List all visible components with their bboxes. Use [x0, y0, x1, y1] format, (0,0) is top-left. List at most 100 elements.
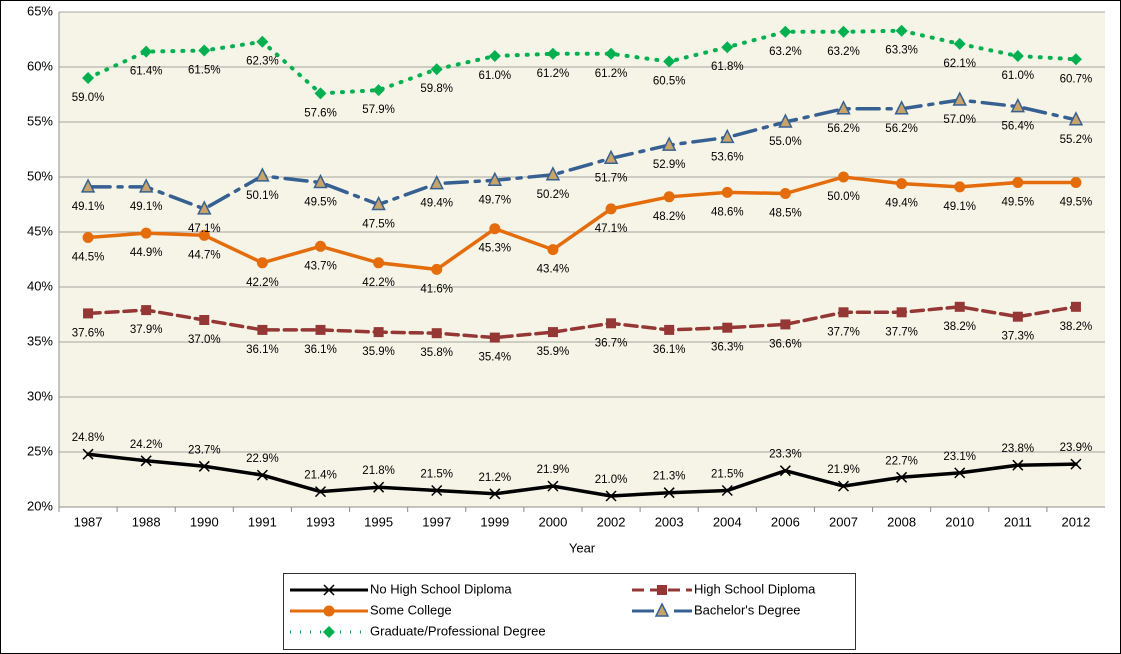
data-point — [721, 41, 734, 54]
y-tick-label: 20% — [27, 498, 53, 513]
x-tick-label: 2011 — [1004, 514, 1032, 529]
data-label: 21.0% — [595, 474, 628, 486]
data-point — [314, 486, 327, 498]
y-tick-label: 60% — [27, 58, 53, 73]
data-point — [547, 244, 559, 256]
x-tick-label: 2007 — [829, 514, 858, 529]
data-label: 48.5% — [769, 208, 802, 220]
data-point — [605, 490, 617, 502]
y-tick-label: 50% — [27, 168, 53, 183]
x-tick-label: 2006 — [771, 514, 800, 529]
data-label: 52.9% — [653, 159, 686, 171]
data-label: 47.5% — [362, 219, 395, 231]
data-point — [780, 319, 791, 330]
data-point — [1068, 111, 1084, 126]
data-label: 60.5% — [653, 76, 686, 88]
data-label: 36.1% — [653, 344, 686, 356]
data-point — [1069, 53, 1082, 66]
data-point — [140, 45, 153, 58]
x-tick-label: 2010 — [945, 514, 974, 529]
data-label: 49.1% — [943, 201, 976, 213]
data-point — [315, 324, 326, 335]
x-tick-label: 1993 — [306, 514, 335, 529]
legend-marker — [323, 626, 335, 638]
data-point — [430, 63, 443, 76]
data-label: 21.9% — [827, 464, 860, 476]
data-label: 49.5% — [1060, 197, 1093, 209]
data-label: 44.9% — [130, 247, 163, 259]
data-point — [1012, 177, 1024, 188]
data-point — [256, 469, 268, 481]
data-label: 38.2% — [943, 321, 976, 333]
data-label: 41.6% — [420, 283, 453, 295]
data-point — [198, 44, 211, 57]
data-point — [954, 301, 965, 312]
data-label: 51.7% — [595, 172, 628, 184]
data-point — [720, 128, 735, 144]
data-point — [1070, 301, 1081, 312]
x-tick-label: 1997 — [422, 514, 451, 529]
data-label: 21.5% — [420, 469, 453, 481]
data-point — [429, 174, 444, 190]
data-point — [663, 55, 676, 68]
legend-marker — [654, 602, 670, 617]
data-label: 49.1% — [72, 201, 105, 213]
x-tick-label: 2004 — [713, 514, 742, 529]
data-label: 56.4% — [1002, 121, 1035, 133]
legend-marker — [323, 584, 335, 596]
data-label: 48.6% — [711, 206, 744, 218]
x-tick-label: 1991 — [248, 514, 277, 529]
data-label: 63.2% — [769, 46, 802, 58]
data-point — [1012, 459, 1024, 471]
data-point — [315, 240, 326, 252]
data-label: 62.3% — [246, 56, 279, 68]
data-label: 21.8% — [362, 465, 395, 477]
data-label: 23.3% — [769, 449, 802, 461]
data-point — [431, 484, 443, 497]
x-tick-label: 2012 — [1061, 514, 1090, 529]
data-label: 55.2% — [1060, 134, 1093, 146]
y-tick-label: 30% — [27, 388, 53, 403]
data-point — [372, 84, 385, 97]
data-point — [373, 257, 385, 269]
data-point — [547, 480, 559, 492]
x-tick-label: 1990 — [190, 514, 219, 529]
series-line — [86, 452, 1078, 498]
data-label: 21.3% — [653, 471, 686, 483]
data-label: 23.8% — [1002, 443, 1035, 455]
data-point — [664, 324, 675, 335]
data-label: 36.1% — [246, 344, 279, 356]
data-point — [663, 191, 675, 203]
data-label: 35.8% — [420, 347, 453, 359]
data-label: 23.9% — [1060, 442, 1093, 454]
data-point — [256, 35, 269, 48]
data-label: 61.8% — [711, 61, 744, 73]
data-label: 36.7% — [595, 337, 628, 349]
data-label: 50.0% — [827, 191, 860, 203]
data-label: 61.0% — [1002, 70, 1035, 82]
data-label: 36.1% — [304, 344, 337, 356]
data-label: 22.9% — [246, 453, 279, 465]
data-point — [1011, 50, 1024, 62]
series-line — [86, 28, 1078, 96]
legend-label: No High School Diploma — [370, 581, 512, 596]
data-label: 53.6% — [711, 151, 744, 163]
data-point — [141, 305, 152, 316]
data-label: 49.7% — [479, 194, 512, 206]
data-label: 49.4% — [420, 198, 453, 210]
data-point — [547, 327, 558, 338]
data-point — [546, 47, 559, 60]
data-point — [1070, 458, 1082, 470]
x-tick-label: 2000 — [538, 514, 567, 529]
data-point — [198, 460, 210, 472]
data-point — [489, 223, 501, 235]
data-label: 61.4% — [130, 66, 163, 78]
legend — [283, 573, 856, 650]
data-point — [83, 308, 94, 319]
data-label: 21.5% — [711, 469, 744, 481]
data-point — [431, 263, 443, 275]
data-label: 63.3% — [885, 45, 918, 57]
data-label: 61.2% — [537, 68, 570, 80]
data-label: 50.2% — [537, 189, 570, 201]
data-point — [313, 173, 328, 189]
